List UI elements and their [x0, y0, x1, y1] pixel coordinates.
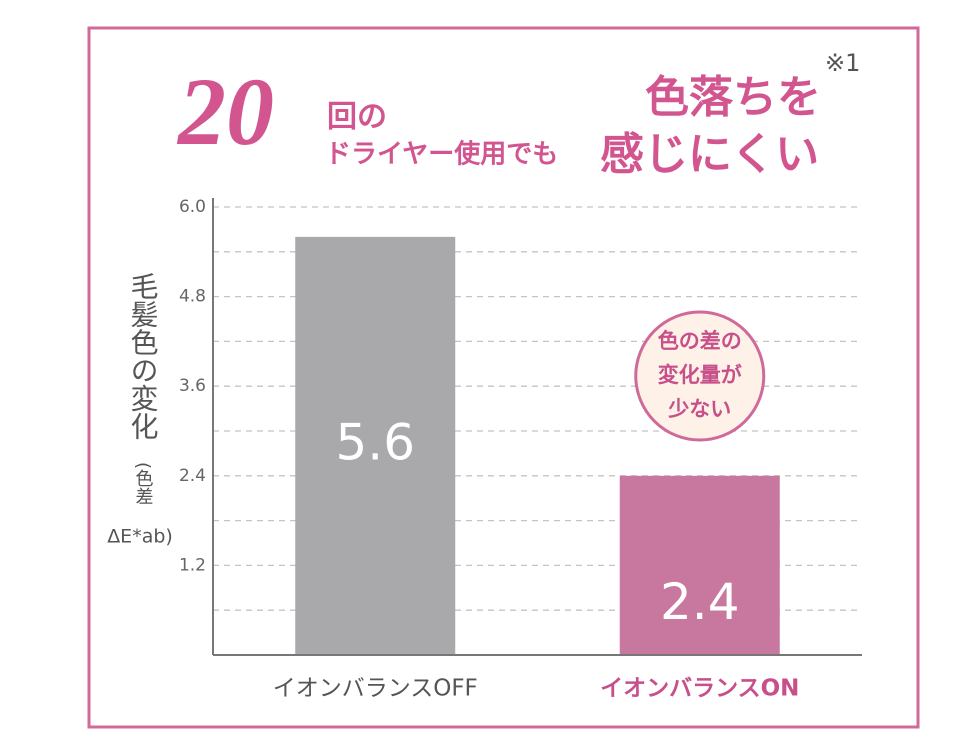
y-tick-label: 2.4 — [179, 466, 206, 486]
y-tick-label: 4.8 — [179, 287, 206, 307]
y-tick-label: 3.6 — [179, 376, 206, 396]
annotation-bubble — [634, 310, 766, 442]
y-axis-note: (色差 — [133, 462, 154, 505]
bar — [619, 475, 780, 655]
title-right1: 色落ちを — [645, 72, 821, 123]
title-right2: 感じにくい — [600, 129, 819, 180]
annotation-text: 色の差の — [658, 329, 742, 353]
bar — [295, 236, 456, 655]
footnote: ※1 — [825, 49, 860, 77]
annotation-text: 少ない — [667, 397, 731, 421]
value-label: 5.6 — [335, 413, 415, 471]
value-label: 2.4 — [660, 573, 740, 631]
title-number: 20 — [176, 58, 274, 165]
frame — [87, 26, 920, 729]
y-tick-label: 6.0 — [179, 197, 206, 217]
x-tick-label: イオンバランスOFF — [273, 676, 478, 702]
title-line1: 回の — [327, 100, 387, 135]
y-tick-label: 1.2 — [179, 555, 206, 575]
title-line2: ドライヤー使用でも — [325, 140, 558, 170]
y-axis-label: 毛髪色の変化 — [127, 272, 160, 440]
y-axis-note2: ΔE*ab) — [107, 526, 173, 548]
x-tick-label: イオンバランスON — [600, 676, 799, 702]
annotation-text: 変化量が — [658, 363, 742, 387]
